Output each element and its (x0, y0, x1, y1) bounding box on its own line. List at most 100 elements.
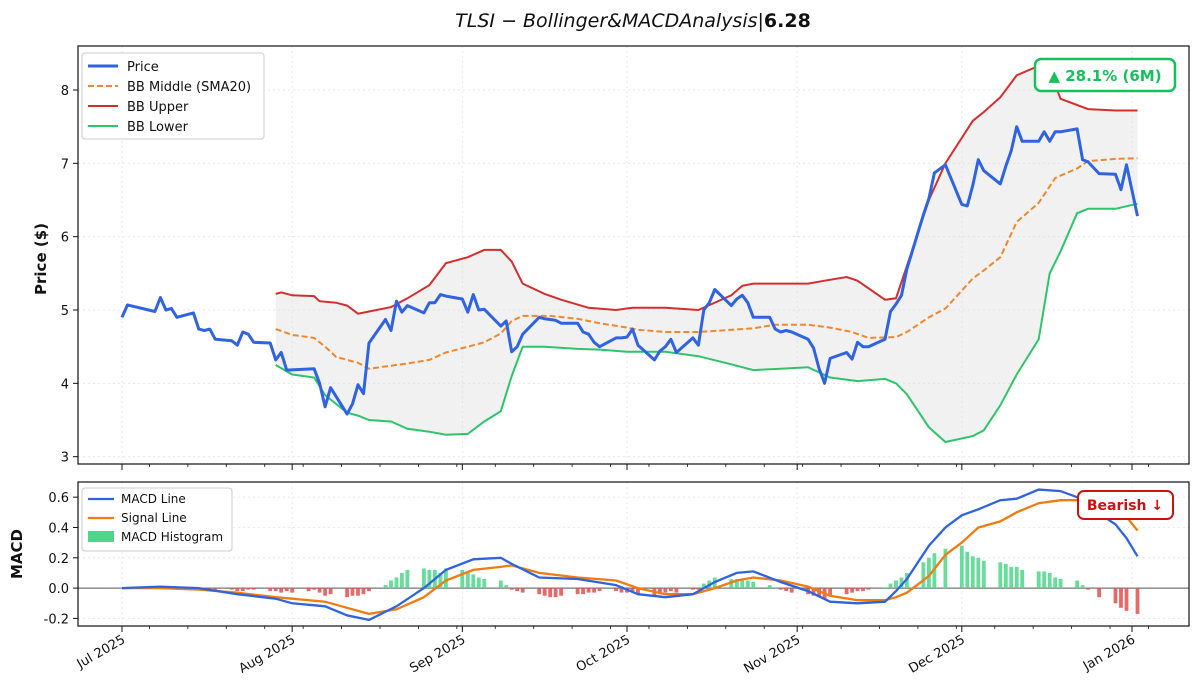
macd-histogram-bar-15 (240, 588, 245, 592)
macd-histogram-bar-45 (471, 574, 476, 589)
signal-line (122, 499, 1139, 616)
macd-histogram-bar-118 (1042, 571, 1047, 589)
price-legend: Price BB Middle (SMA20) BB Upper BB Lower (81, 52, 265, 140)
price-legend-label-3: BB Lower (127, 120, 189, 135)
macd-histogram-bar-108 (965, 551, 970, 589)
macd-histogram-bar-20 (279, 588, 284, 593)
macd-histogram-bar-112 (998, 562, 1003, 589)
macd-legend-label-2: MACD Histogram (121, 530, 223, 544)
macd-histogram-bar-46 (476, 577, 481, 589)
macd-histogram-bar-122 (1075, 580, 1079, 589)
macd-histogram-bar-37 (405, 569, 410, 589)
macd-histogram-bar-62 (597, 588, 602, 592)
macd-histogram-bar-54 (542, 588, 547, 596)
macd-histogram-bar-103 (921, 562, 926, 589)
macd-histogram-bar-124 (1086, 588, 1090, 590)
macd-histogram-bar-35 (394, 577, 399, 589)
macd-histogram-bar-86 (784, 588, 789, 592)
macd-content (78, 488, 1189, 622)
macd-histogram-bar-25 (317, 588, 322, 593)
bb-upper-line (275, 64, 1138, 315)
macd-histogram-bar-126 (1113, 588, 1118, 604)
price-legend-label-2: BB Upper (127, 100, 189, 115)
macd-histogram-bar-30 (356, 588, 360, 596)
macd-histogram-bar-127 (1119, 588, 1123, 608)
macd-histogram-bar-34 (389, 580, 393, 589)
price-panel: 3 4 5 6 7 8 Price ($) Price BB Middle (SMA20) B… (32, 45, 1190, 466)
macd-histogram-bar-120 (1053, 577, 1058, 589)
macd-histogram-bar-24 (312, 588, 316, 590)
macd-histogram-bar-121 (1058, 579, 1063, 589)
macd-histogram-bar-73 (691, 588, 695, 590)
macd-histogram-bar-80 (740, 580, 745, 589)
macd-histogram-bar-74 (696, 588, 701, 590)
macd-histogram-bar-69 (658, 588, 662, 595)
macd-histogram-bar-39 (427, 569, 432, 589)
macd-histogram-bar-109 (970, 556, 975, 589)
chart-title: TLSI − Bollinger&MACDAnalysis|6.28 (455, 10, 811, 32)
macd-histogram-bar-36 (400, 572, 404, 589)
macd-histogram-bar-52 (520, 588, 525, 593)
price-y-tick-label-0: 3 (61, 451, 69, 466)
macd-histogram-bar-66 (630, 588, 635, 592)
macd-histogram-bar-13 (229, 588, 234, 590)
macd-histogram-bar-22 (290, 588, 295, 593)
macd-histogram-bar-50 (509, 588, 514, 590)
price-legend-box (81, 52, 265, 140)
chart-title-value: 6.28 (764, 10, 811, 32)
macd-histogram-bar-51 (515, 588, 520, 592)
macd-histogram-bar-87 (789, 588, 794, 593)
macd-legend-swatch-2 (88, 531, 114, 542)
price-y-tick-label-2: 5 (61, 304, 69, 319)
bb-middle-line (275, 157, 1138, 370)
price-y-axis-label: Price ($) (32, 223, 50, 295)
macd-histogram-bar-117 (1036, 571, 1041, 589)
macd-histogram-bar-72 (674, 588, 679, 593)
macd-histogram-bar-41 (438, 572, 443, 589)
macd-histogram-bar-95 (855, 588, 860, 592)
price-y-tick-label-5: 8 (61, 84, 69, 99)
macd-histogram-bar-84 (773, 588, 778, 589)
macd-plot-area (78, 482, 1189, 626)
macd-histogram-bar-96 (861, 588, 865, 592)
macd-histogram-bar-111 (981, 560, 986, 589)
macd-histogram-bar-129 (1135, 588, 1140, 614)
macd-histogram-bar-79 (734, 579, 739, 589)
price-y-tick-label-1: 4 (61, 377, 69, 392)
macd-histogram-bar-59 (581, 588, 585, 595)
performance-badge: ▲ 28.1% (6M) (1033, 57, 1177, 93)
macd-histogram-bar-42 (444, 568, 448, 589)
macd-y-tick-label-2: 0.2 (48, 552, 69, 567)
macd-histogram-bar-97 (866, 588, 871, 590)
price-legend-label-1: BB Middle (SMA20) (127, 80, 251, 95)
macd-histogram-bar-56 (553, 588, 558, 598)
price-line (120, 125, 1139, 416)
macd-histogram-bar-58 (575, 588, 580, 595)
macd-histogram-bar-26 (323, 588, 327, 596)
macd-y-tick-label-4: 0.6 (48, 491, 69, 506)
macd-histogram-bar-16 (246, 588, 251, 590)
chart-title-italic: TLSI − Bollinger&MACDAnalysis| (455, 10, 764, 32)
price-content (120, 64, 1139, 444)
macd-histogram-bar-28 (345, 588, 349, 598)
macd-histogram-bar-113 (1003, 563, 1008, 589)
macd-histogram-bar-125 (1097, 588, 1101, 598)
macd-histogram-bar-114 (1009, 566, 1014, 589)
macd-histogram-bar-94 (850, 588, 854, 593)
macd-histogram-bar-18 (268, 588, 273, 592)
macd-y-tick-label-0: -0.2 (44, 612, 69, 627)
macd-histogram-bar-23 (306, 588, 311, 592)
macd-histogram-bar-107 (959, 545, 964, 589)
macd-histogram-bar-63 (614, 588, 618, 592)
macd-legend-label-1: Signal Line (121, 511, 187, 525)
macd-histogram-bar-49 (504, 585, 509, 589)
bollinger-band-fill (275, 65, 1138, 443)
macd-histogram-bar-64 (619, 588, 624, 593)
macd-y-tick-label-3: 0.4 (48, 521, 69, 536)
macd-histogram-bar-100 (894, 580, 898, 589)
price-y-tick-label-4: 7 (61, 157, 69, 172)
macd-histogram-bar-119 (1047, 572, 1052, 589)
macd-histogram-bar-57 (559, 588, 563, 596)
